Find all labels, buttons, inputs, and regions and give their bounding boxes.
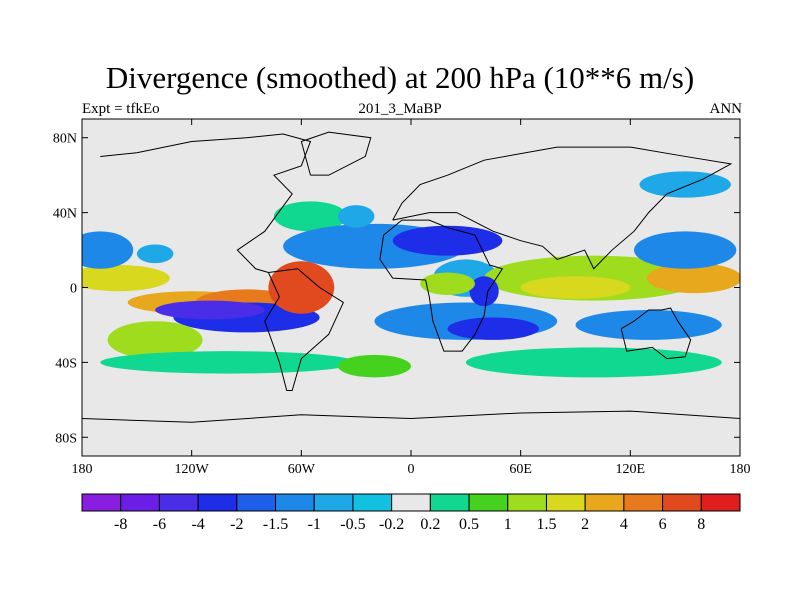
colorbar-swatch [197, 493, 238, 512]
field-contour-19 [575, 309, 722, 340]
colorbar-swatch [313, 493, 354, 512]
colorbar-swatch [468, 493, 509, 512]
colorbar-swatch [623, 493, 664, 512]
field-contour-24 [469, 276, 499, 307]
field-contour-14 [447, 317, 539, 340]
colorbar-swatch [545, 493, 586, 512]
colorbar-label: -0.2 [379, 516, 404, 533]
divergence-field [82, 171, 740, 378]
field-contour-3 [82, 231, 134, 269]
field-contour-22 [100, 351, 357, 374]
field-contour-23 [337, 354, 412, 378]
colorbar-swatch [120, 493, 160, 512]
colorbar-label: -1.5 [263, 516, 288, 533]
field-contour-8 [107, 321, 203, 359]
colorbar-label: 0.5 [459, 516, 479, 533]
y-tick-label: 80N [53, 132, 77, 147]
x-tick-label: 120W [175, 462, 210, 477]
colorbar-label: 8 [697, 516, 705, 533]
colorbar-label: 1.5 [536, 516, 556, 533]
colorbar-swatch [700, 493, 741, 512]
field-contour-17 [646, 263, 740, 294]
coastline-6 [82, 410, 740, 423]
field-contour-25 [420, 272, 475, 295]
colorbar-label: 4 [620, 516, 628, 533]
x-tick-label: 120E [616, 462, 646, 477]
season-label: ANN [709, 101, 743, 117]
colorbar-swatch [429, 493, 470, 512]
colorbar-label: -0.5 [340, 516, 365, 533]
y-tick-label: 40N [53, 207, 77, 222]
y-tick-label: 40S [55, 356, 77, 371]
colorbar-label: 6 [659, 516, 667, 533]
colorbar-label: 0.2 [420, 516, 440, 533]
colorbar-swatch [81, 493, 122, 512]
colorbar-swatch [507, 493, 547, 512]
axes: 180 120W 60W 0 60E 120E 180 80N 40N 0 40S 80S [53, 118, 751, 477]
field-contour-20 [639, 171, 731, 198]
colorbar-swatch [158, 493, 199, 512]
field-contour-26 [337, 205, 375, 228]
field-contour-11 [392, 225, 503, 256]
coastline-5 [300, 131, 372, 176]
field-contour-16 [520, 276, 631, 299]
field-contour-0 [82, 265, 170, 292]
colorbar-swatch [236, 493, 277, 512]
coastline-3 [379, 219, 504, 352]
coastline-2 [392, 146, 733, 270]
field-contour-9 [155, 300, 265, 320]
colorbar-swatch [391, 493, 431, 512]
field-contour-4 [136, 244, 174, 264]
x-tick-label: 60W [288, 462, 316, 477]
y-tick-label: 80S [55, 431, 77, 446]
coastline-1 [264, 268, 345, 391]
continent-outlines [82, 131, 740, 423]
colorbar-swatch [584, 493, 625, 512]
coastline-0 [100, 133, 312, 274]
field-contour-18 [633, 231, 737, 269]
colorbar-swatch [662, 493, 702, 512]
colorbar-label: -2 [230, 516, 243, 533]
x-tick-label: 180 [730, 462, 751, 477]
colorbar: -8 -6 -4 -2 -1.5 -1 -0.5 -0.2 0.2 0.5 1 1.5 2 4 6 8 [81, 493, 741, 533]
colorbar-label: -1 [308, 516, 321, 533]
experiment-label: Expt = tfkEo [82, 101, 160, 117]
y-tick-label: 0 [70, 282, 77, 297]
colorbar-swatch [352, 493, 393, 512]
field-contour-6 [268, 261, 335, 314]
case-label: 201_3_MaBP [358, 101, 442, 117]
colorbar-label: -6 [153, 516, 166, 533]
coastline-4 [620, 307, 692, 360]
x-tick-label: 60E [509, 462, 532, 477]
colorbar-label: -4 [191, 516, 204, 533]
field-contour-21 [465, 347, 722, 378]
colorbar-label: 2 [581, 516, 589, 533]
colorbar-swatch [275, 493, 315, 512]
x-tick-label: 180 [72, 462, 93, 477]
colorbar-label: 1 [504, 516, 512, 533]
chart-title: Divergence (smoothed) at 200 hPa (10**6 … [105, 60, 695, 95]
x-tick-label: 0 [408, 462, 415, 477]
colorbar-label: -8 [114, 516, 127, 533]
field-contour-7 [273, 201, 348, 232]
